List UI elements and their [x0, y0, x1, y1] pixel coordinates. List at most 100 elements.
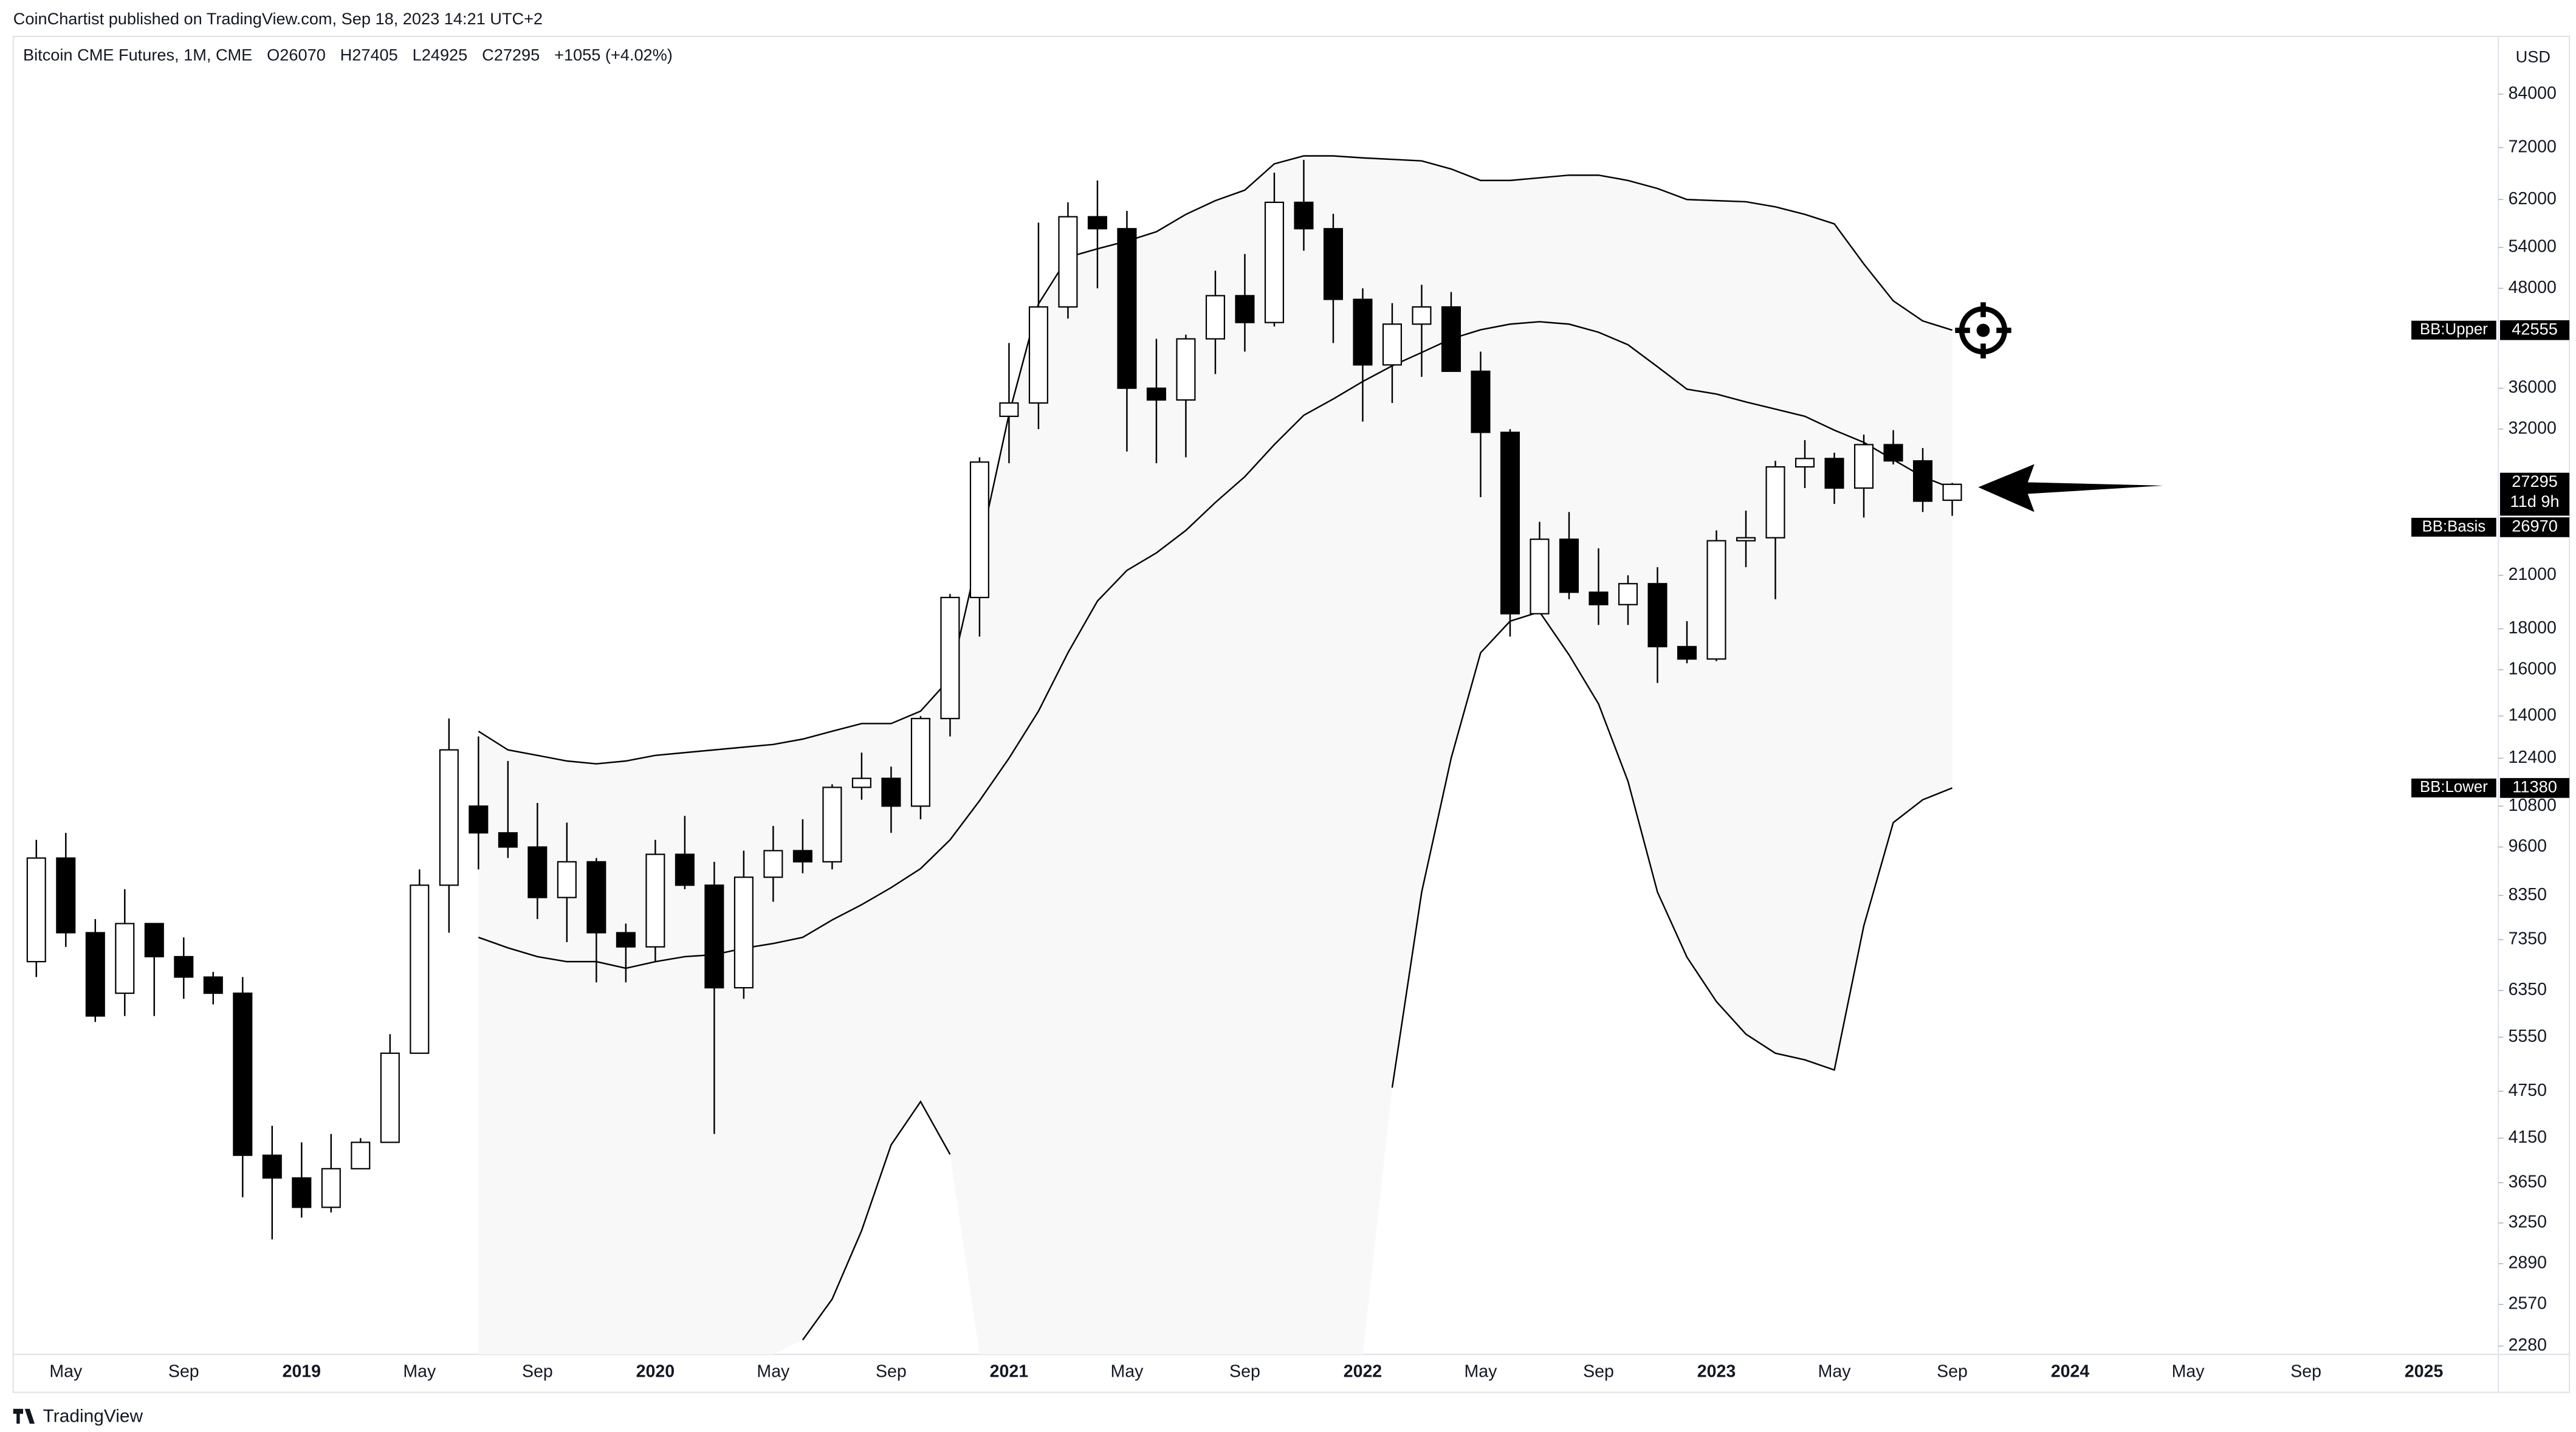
candle-body — [675, 853, 695, 886]
series-badge-name: BB:Upper — [2420, 321, 2488, 338]
series-badge-name-box — [2410, 517, 2498, 538]
band-fill — [478, 156, 1953, 1355]
y-tick-label: 14000 — [2509, 706, 2557, 725]
candle-body — [1765, 466, 1785, 539]
candle-body — [410, 884, 430, 1054]
y-tick-label: 8350 — [2509, 885, 2547, 904]
x-tick-label: Sep — [1229, 1362, 1260, 1382]
y-tick-label: 84000 — [2509, 83, 2557, 103]
candle-body — [1795, 458, 1815, 468]
target-icon — [1955, 302, 2011, 359]
series-badge-name-box — [2410, 777, 2498, 799]
candle-body — [1589, 591, 1609, 605]
candle-body — [498, 832, 518, 848]
candle-body — [822, 787, 842, 862]
y-tick-label: 3650 — [2509, 1172, 2547, 1191]
candle-body — [1058, 216, 1078, 308]
series-badge-value: 26970 — [2512, 517, 2558, 535]
ohlc-open: O26070 — [267, 46, 326, 64]
y-tick-label: 54000 — [2509, 237, 2557, 256]
x-tick-label: May — [49, 1362, 83, 1382]
y-tick-label: 4150 — [2509, 1127, 2547, 1147]
y-tick-label: 7350 — [2509, 929, 2547, 949]
y-tick-label: 16000 — [2509, 659, 2557, 678]
arrow-annotation — [1978, 464, 2163, 512]
candle-body — [792, 850, 812, 862]
publish-info: CoinChartist published on TradingView.co… — [13, 9, 543, 28]
candle-body — [85, 932, 105, 1017]
footer-brand: TradingView — [43, 1406, 143, 1426]
candle-body — [1677, 645, 1697, 660]
price-badge — [2500, 472, 2570, 516]
y-tick-label: 72000 — [2509, 137, 2557, 156]
y-tick-label: 2280 — [2509, 1335, 2547, 1355]
candle-body — [1117, 228, 1137, 389]
candle-body — [527, 846, 548, 898]
x-tick-label: 2025 — [2405, 1362, 2444, 1382]
candle-body — [1942, 483, 1962, 501]
candle-body — [144, 923, 164, 958]
series-badge-value-box — [2500, 517, 2570, 537]
candle-body — [1618, 583, 1638, 605]
price-badge-countdown: 11d 9h — [2510, 492, 2560, 511]
candle-body — [1205, 295, 1225, 340]
candle-body — [1530, 539, 1550, 614]
candle-body — [1441, 306, 1461, 372]
candle-body — [1471, 370, 1491, 433]
candle-body — [881, 777, 901, 807]
candle-body — [969, 461, 989, 599]
y-tick-label: 2570 — [2509, 1294, 2547, 1313]
candle-body — [1883, 444, 1903, 462]
x-tick-label: Sep — [168, 1362, 199, 1382]
candle-body — [174, 955, 194, 978]
candle-body — [1647, 583, 1668, 647]
chart-frame — [12, 35, 2571, 1393]
x-tick-label: 2020 — [636, 1362, 675, 1382]
candle-body — [645, 853, 665, 948]
y-tick-label: 6350 — [2509, 980, 2547, 999]
x-tick-label: May — [757, 1362, 790, 1382]
band-line — [478, 321, 1953, 969]
candle-body — [1853, 444, 1874, 489]
symbol: Bitcoin CME Futures, 1M, CME — [23, 46, 252, 64]
ohlc-low: L24925 — [413, 46, 468, 64]
x-tick-label: May — [1110, 1362, 1144, 1382]
series-badge-name-box — [2410, 320, 2498, 341]
y-tick-label: 9600 — [2509, 836, 2547, 856]
y-tick-label: 62000 — [2509, 189, 2557, 208]
candle-body — [1264, 201, 1284, 323]
series-badge-value-box — [2500, 778, 2570, 798]
x-tick-label: Sep — [1937, 1362, 1968, 1382]
candle-body — [262, 1154, 282, 1179]
footer-logo — [13, 1408, 35, 1424]
candle-body — [115, 923, 135, 994]
series-badge-value-box — [2500, 320, 2570, 340]
candle-body — [380, 1052, 400, 1143]
candle-body — [292, 1177, 312, 1208]
series-badge-value: 42555 — [2512, 319, 2558, 338]
candle-body — [1559, 539, 1579, 593]
x-tick-label: May — [2172, 1362, 2205, 1382]
y-tick-label: 12400 — [2509, 748, 2557, 767]
candle-body — [586, 861, 606, 934]
candle-body — [999, 402, 1019, 418]
candle-body — [1706, 540, 1726, 660]
candle-body — [1176, 338, 1196, 401]
y-tick-label: 48000 — [2509, 278, 2557, 297]
candle-body — [940, 596, 960, 720]
candle-body — [910, 718, 930, 807]
candle-body — [233, 993, 253, 1156]
candle-body — [203, 976, 223, 994]
candle-body — [704, 884, 724, 989]
x-tick-label: May — [1818, 1362, 1852, 1382]
series-badge-value: 11380 — [2512, 777, 2557, 796]
x-tick-label: 2023 — [1697, 1362, 1736, 1382]
candle-body — [616, 932, 636, 948]
candle-body — [763, 850, 783, 878]
candle-body — [1824, 458, 1844, 489]
candle-body — [1146, 387, 1166, 401]
y-tick-label: 18000 — [2509, 618, 2557, 638]
candle-body — [1235, 295, 1255, 323]
band-line — [802, 611, 1953, 1341]
